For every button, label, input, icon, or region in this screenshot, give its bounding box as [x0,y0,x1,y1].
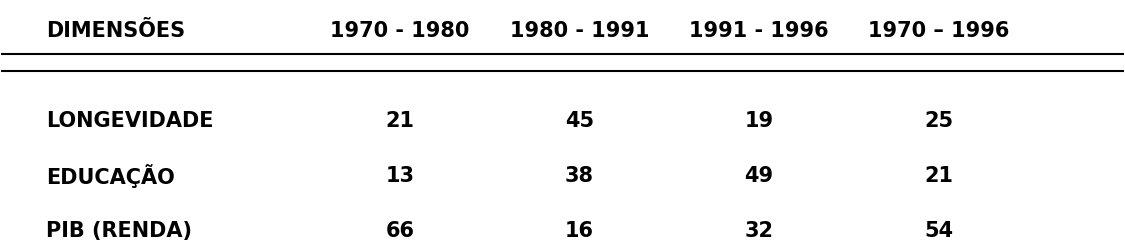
Text: 45: 45 [565,111,594,131]
Text: DIMENSÕES: DIMENSÕES [46,21,186,41]
Text: EDUCAÇÃO: EDUCAÇÃO [46,164,176,188]
Text: 32: 32 [745,221,773,241]
Text: 13: 13 [385,166,414,186]
Text: 54: 54 [924,221,953,241]
Text: 1991 - 1996: 1991 - 1996 [690,21,829,41]
Text: 16: 16 [565,221,594,241]
Text: 1970 - 1980: 1970 - 1980 [330,21,469,41]
Text: PIB (RENDA): PIB (RENDA) [46,221,192,241]
Text: 19: 19 [745,111,774,131]
Text: 21: 21 [385,111,414,131]
Text: 38: 38 [565,166,594,186]
Text: 21: 21 [924,166,953,186]
Text: 66: 66 [385,221,414,241]
Text: 49: 49 [745,166,774,186]
Text: LONGEVIDADE: LONGEVIDADE [46,111,214,131]
Text: 25: 25 [924,111,953,131]
Text: 1970 – 1996: 1970 – 1996 [867,21,1009,41]
Text: 1980 - 1991: 1980 - 1991 [510,21,649,41]
